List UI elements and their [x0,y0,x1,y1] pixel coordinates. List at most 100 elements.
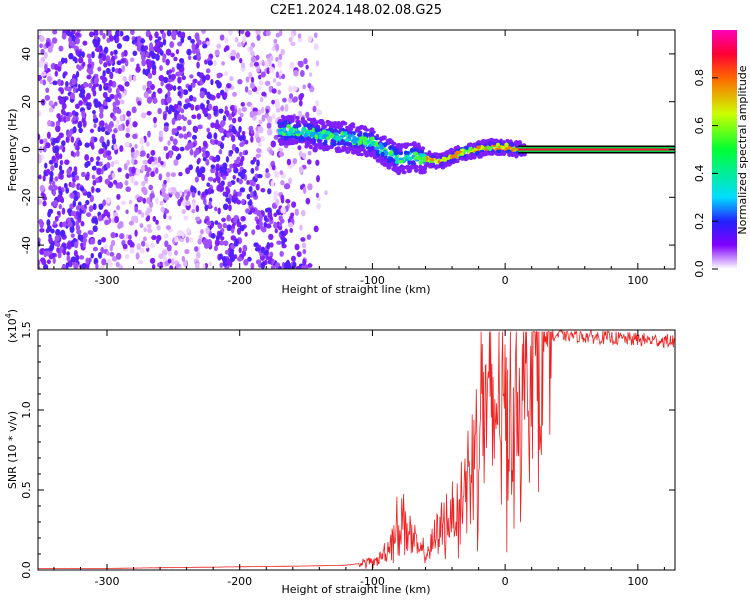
spectrogram-point [111,66,116,73]
spectrogram-point [191,49,197,54]
spectrogram-point [169,135,174,142]
spectrogram-point [244,30,251,38]
spectrogram-point [97,239,102,246]
spectrogram-point [160,80,164,87]
spectrogram-point [340,131,345,136]
spectrogram-point [171,117,176,126]
spectrogram-point [186,102,192,108]
spectrogram-point [155,167,159,174]
spectrogram-point [294,208,299,216]
spectrogram-point [221,256,227,263]
spectrogram-point [443,151,449,157]
spectrogram-point [269,55,274,62]
spectrogram-point [204,188,209,196]
spectrogram-point [70,256,77,263]
spectrogram-point [60,197,65,204]
spectrogram-point [266,115,273,123]
spectrogram-point [63,182,68,189]
spectrogram-point [57,78,62,86]
spectrogram-point [459,152,465,156]
spectrogram-point [114,94,119,102]
spectrogram-point [128,220,134,226]
spectrogram-point [202,157,207,162]
spectrogram-point [62,58,67,63]
snr-frame [37,329,676,571]
spectrogram-point [119,114,124,122]
spectrogram-point [202,152,206,158]
spectrogram-point [99,106,104,114]
x-tick-label: 100 [627,575,648,588]
spectrogram-point [291,201,297,208]
spectrogram-point [323,139,328,144]
spectrogram-point [371,150,377,156]
spectrogram-point [47,45,53,53]
spectrogram-point [145,58,150,66]
spectrogram-point [105,179,110,185]
spectrogram-point [252,107,258,113]
spectrogram-point [480,145,485,149]
spectrogram-point [75,224,81,231]
spectrogram-point [48,237,53,243]
spectrogram-point [95,187,101,193]
spectrogram-point [213,132,218,140]
colorbar-tick-label: 0.4 [693,165,706,183]
spectrogram-point [210,167,216,174]
spectrogram-point [300,116,305,122]
spectrogram-point [178,133,184,139]
spectrogram-point [163,113,167,121]
spectrogram-point [116,42,122,50]
spectrogram-point [273,38,278,44]
spectrogram-point [51,121,55,127]
spectrogram-point [201,30,206,35]
spectrogram-point [97,167,102,173]
spectrogram-point [464,156,469,161]
spectrogram-point [315,159,320,166]
spectrogram-point [265,168,269,174]
spectrogram-point [229,163,234,169]
spectrogram-point [109,251,115,257]
spectrogram-point [166,83,172,91]
spectrogram-point [280,141,286,146]
spectrogram-point [292,261,297,269]
spectrogram-point [53,185,58,191]
spectrogram-point [65,80,69,87]
spectrogram-point [141,240,146,247]
spectrogram-point [167,109,172,115]
spectrogram-point [374,141,379,146]
spectrogram-point [383,159,388,165]
spectrogram-point [82,232,88,239]
spectrogram-point [39,248,45,255]
spectrogram-point [54,70,59,77]
spectrogram-point [200,103,205,110]
spectrogram-point [271,99,275,105]
spectrogram-point [91,174,96,180]
spectrogram-point [119,145,124,153]
spectrogram-point [97,215,103,222]
spectrogram-point [271,88,277,94]
spectrogram-point [168,69,173,74]
spectrogram-point [98,53,103,59]
spectrogram-point [220,119,226,127]
spectrogram-point [218,182,223,188]
spectrogram-point [257,142,262,147]
spectrogram-point [202,43,208,49]
spectrogram-point [165,152,170,160]
spectrogram-point [297,33,302,39]
spectrogram-point [144,210,150,216]
spectrogram-point [40,48,45,55]
spectrogram-point [119,233,125,240]
spectrogram-point [150,171,155,178]
spectrogram-point [234,146,240,154]
spectrogram-point [165,177,171,183]
spectrogram-point [190,39,196,44]
spectrogram-point [285,259,290,267]
spectrogram-point [179,146,185,152]
spectrogram-point [140,247,145,254]
spectrogram-point [170,172,177,178]
spectrogram-point [117,108,122,115]
spectrogram-point [113,143,118,151]
spectrogram-point [52,200,59,207]
spectrogram-point [391,167,396,171]
spectrogram-point [420,146,426,151]
